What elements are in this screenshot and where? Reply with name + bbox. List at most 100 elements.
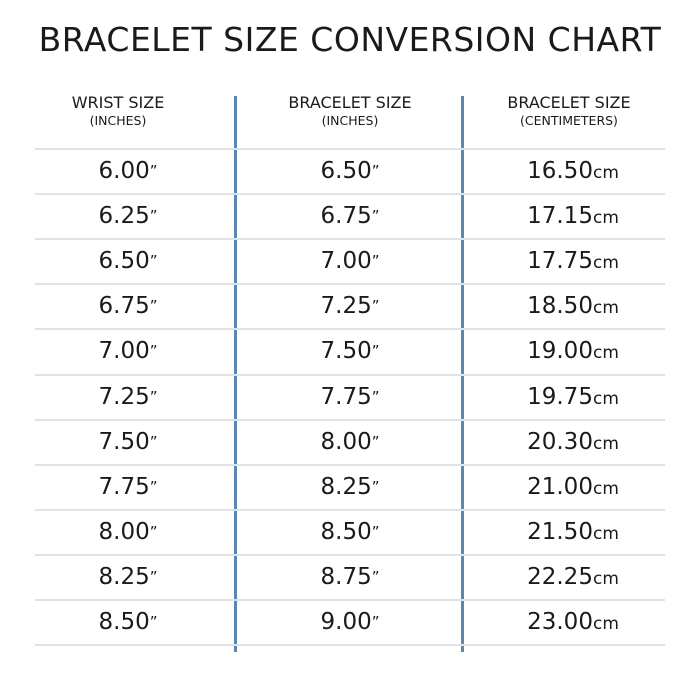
table-cell: 6.00” — [18, 149, 238, 194]
table-cell: 7.25” — [240, 284, 460, 329]
table-cell: 8.25” — [18, 555, 238, 600]
cell-value: 18.50 — [527, 293, 593, 320]
cell-unit: ” — [149, 477, 158, 496]
cell-unit: cm — [592, 343, 619, 364]
cell-value: 7.25 — [320, 293, 372, 320]
cell-value: 7.50 — [320, 338, 372, 365]
cell-unit: ” — [371, 567, 380, 586]
row-divider — [35, 553, 665, 556]
table-cell: 6.50” — [240, 149, 460, 194]
table-cell: 6.50” — [18, 239, 238, 284]
table-cell: 17.75cm — [463, 239, 683, 284]
page-title: BRACELET SIZE CONVERSION CHART — [38, 20, 662, 59]
table-cell: 8.75” — [240, 555, 460, 600]
cell-value: 8.25 — [98, 563, 150, 590]
cell-value: 8.50 — [98, 609, 150, 635]
table-cell: 8.50” — [18, 600, 238, 645]
table-cell: 19.00cm — [463, 329, 683, 374]
cell-unit: ” — [149, 567, 158, 586]
cell-value: 9.00 — [320, 609, 372, 635]
cell-value: 7.50 — [98, 428, 150, 455]
table-cell: 6.75” — [240, 194, 460, 239]
table-cell: 21.50cm — [463, 510, 683, 555]
row-divider — [35, 193, 665, 196]
column-header-bracelet-cm: BRACELET SIZE (CENTIMETERS) — [459, 93, 679, 129]
cell-unit: ” — [149, 252, 158, 271]
column-header-wrist: WRIST SIZE (INCHES) — [8, 93, 228, 129]
table-cell: 7.25” — [18, 375, 238, 420]
row-divider — [35, 463, 665, 466]
cell-unit: ” — [149, 207, 158, 226]
cell-value: 6.75 — [320, 203, 372, 230]
cell-unit: cm — [592, 208, 619, 229]
header-sub: (INCHES) — [89, 113, 147, 128]
cell-unit: ” — [371, 522, 380, 541]
row-divider — [35, 283, 665, 286]
cell-unit: ” — [371, 207, 380, 226]
cell-value: 8.50 — [320, 518, 372, 545]
table-cell: 6.75” — [18, 284, 238, 329]
cell-unit: cm — [592, 388, 619, 409]
cell-unit: ” — [371, 432, 380, 451]
table-cell: 17.15cm — [463, 194, 683, 239]
cell-unit: ” — [371, 477, 380, 496]
cell-unit: cm — [592, 568, 619, 589]
header-label: WRIST SIZE — [71, 93, 165, 112]
cell-unit: cm — [592, 614, 619, 634]
cell-value: 21.00 — [527, 473, 593, 500]
cell-unit: cm — [592, 163, 619, 183]
row-divider — [35, 508, 665, 511]
row-divider — [35, 418, 665, 421]
cell-value: 6.50 — [320, 158, 372, 184]
cell-unit: ” — [149, 342, 158, 361]
header-label: BRACELET SIZE — [288, 93, 412, 112]
row-divider — [35, 328, 665, 331]
table-cell: 6.25” — [18, 194, 238, 239]
cell-value: 19.75 — [527, 383, 593, 410]
cell-value: 23.00 — [527, 609, 593, 635]
cell-value: 17.75 — [527, 248, 593, 275]
table-cell: 18.50cm — [463, 284, 683, 329]
table-cell: 9.00” — [240, 600, 460, 645]
table-cell: 8.25” — [240, 465, 460, 510]
table-cell: 7.75” — [240, 375, 460, 420]
cell-unit: ” — [371, 613, 380, 631]
cell-value: 7.75 — [98, 473, 150, 500]
table-cell: 21.00cm — [463, 465, 683, 510]
table-cell: 22.25cm — [463, 555, 683, 600]
row-divider — [35, 373, 665, 376]
column-header-bracelet-inches: BRACELET SIZE (INCHES) — [240, 93, 460, 129]
cell-value: 17.15 — [527, 203, 593, 230]
cell-unit: ” — [149, 432, 158, 451]
header-label: BRACELET SIZE — [507, 93, 631, 112]
cell-value: 7.25 — [98, 383, 150, 410]
cell-value: 21.50 — [527, 518, 593, 545]
row-divider — [35, 148, 665, 150]
row-divider — [35, 599, 665, 601]
table-cell: 8.00” — [18, 510, 238, 555]
cell-unit: cm — [592, 298, 619, 319]
cell-unit: cm — [592, 523, 619, 544]
cell-unit: ” — [149, 297, 158, 316]
cell-value: 6.25 — [98, 203, 150, 230]
table-cell: 20.30cm — [463, 420, 683, 465]
cell-unit: ” — [371, 342, 380, 361]
table-cell: 8.00” — [240, 420, 460, 465]
cell-value: 7.00 — [320, 248, 372, 275]
cell-value: 8.25 — [320, 473, 372, 500]
cell-unit: ” — [149, 613, 158, 631]
table-cell: 19.75cm — [463, 375, 683, 420]
cell-value: 16.50 — [527, 158, 593, 184]
table-cell: 16.50cm — [463, 149, 683, 194]
cell-unit: ” — [371, 252, 380, 271]
header-sub: (INCHES) — [321, 113, 379, 128]
cell-value: 19.00 — [527, 338, 593, 365]
table-cell: 23.00cm — [463, 600, 683, 645]
cell-value: 6.75 — [98, 293, 150, 320]
cell-unit: cm — [592, 253, 619, 274]
cell-unit: ” — [371, 297, 380, 316]
cell-unit: ” — [149, 387, 158, 406]
table-cell: 7.50” — [240, 329, 460, 374]
table-cell: 7.00” — [18, 329, 238, 374]
cell-value: 6.50 — [98, 248, 150, 275]
